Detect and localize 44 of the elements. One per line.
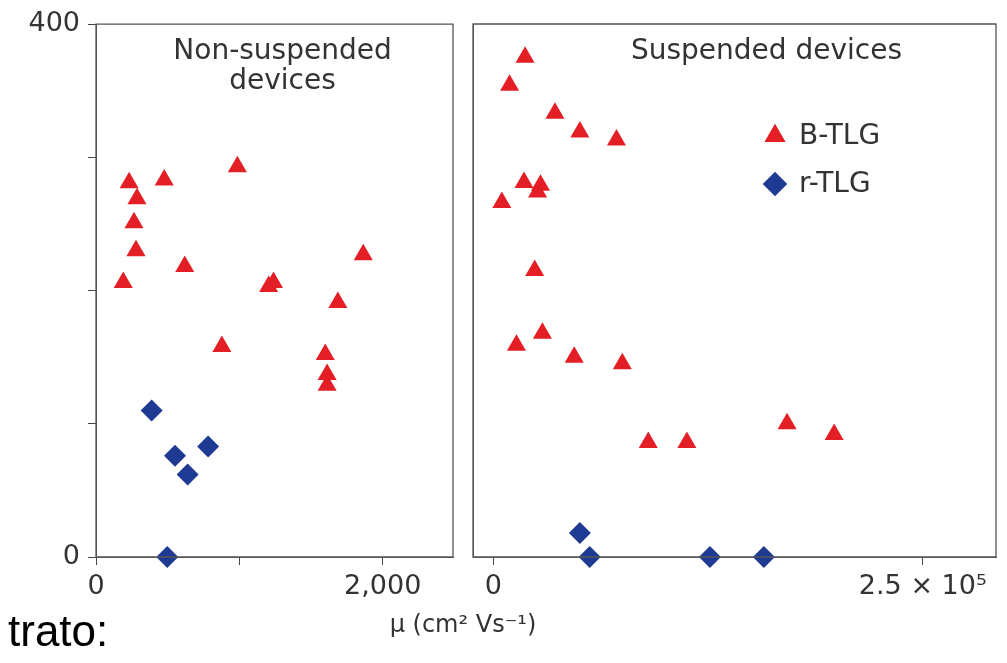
point xyxy=(353,243,373,261)
point xyxy=(824,423,844,440)
point xyxy=(506,334,526,351)
point xyxy=(212,335,232,353)
point xyxy=(515,46,535,63)
point xyxy=(328,291,348,309)
point xyxy=(638,431,658,448)
point xyxy=(259,275,279,293)
point xyxy=(154,169,174,186)
point xyxy=(612,352,632,370)
point xyxy=(315,343,335,361)
point xyxy=(545,102,565,119)
point xyxy=(532,322,552,339)
y-tick-label: 400 xyxy=(28,6,80,38)
x-tick-label: 2,000 xyxy=(344,569,422,601)
point xyxy=(197,435,220,458)
point xyxy=(564,346,584,363)
legend-label: B-TLG xyxy=(799,118,881,152)
point xyxy=(777,412,797,430)
x-tick-label: 0 xyxy=(87,569,105,601)
point xyxy=(176,463,199,486)
point xyxy=(126,239,146,257)
point xyxy=(140,399,163,422)
point xyxy=(606,128,626,146)
point xyxy=(124,211,144,229)
point xyxy=(570,120,590,138)
x-tick-label: 0 xyxy=(484,569,502,601)
point xyxy=(227,155,247,173)
x-tick-label: 2.5 × 10⁵ xyxy=(858,569,987,601)
point xyxy=(175,255,195,273)
point xyxy=(500,74,520,91)
text: Non-suspended devices xyxy=(173,33,392,97)
point xyxy=(492,191,512,209)
text: trato: xyxy=(8,606,109,656)
point xyxy=(164,444,186,467)
point xyxy=(525,259,545,277)
point xyxy=(514,171,534,189)
point xyxy=(113,271,133,289)
chart-title: Suspended devices xyxy=(630,33,903,67)
x-axis-title: μ (cm² Vs⁻¹) xyxy=(388,610,538,638)
point xyxy=(677,431,697,448)
point xyxy=(127,187,147,205)
legend-label: r-TLG xyxy=(799,166,871,200)
point xyxy=(119,171,139,189)
